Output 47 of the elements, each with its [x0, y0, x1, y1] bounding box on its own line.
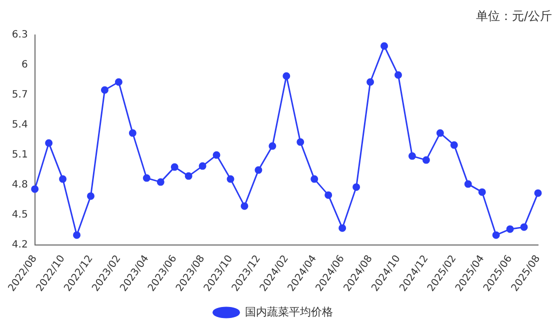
point	[156, 178, 164, 186]
y-tick-label: 5.7	[12, 90, 28, 101]
point	[436, 129, 444, 137]
point	[492, 231, 500, 239]
point	[394, 71, 402, 79]
point	[142, 174, 150, 182]
point	[240, 202, 248, 210]
y-tick-label: 4.5	[12, 210, 28, 221]
point	[226, 175, 234, 183]
y-tick-label: 6.3	[12, 30, 28, 41]
point	[366, 78, 374, 86]
point	[31, 185, 39, 193]
point	[100, 86, 108, 94]
point	[520, 223, 528, 231]
point	[478, 188, 486, 196]
point	[198, 162, 206, 170]
point	[114, 78, 122, 86]
point	[45, 139, 53, 147]
point	[254, 166, 262, 174]
point	[506, 225, 514, 233]
y-tick-label: 4.2	[12, 240, 28, 251]
y-tick-label: 6	[21, 60, 28, 71]
point	[464, 180, 472, 188]
point	[128, 129, 136, 137]
point	[170, 163, 178, 171]
point	[86, 192, 94, 200]
point	[310, 175, 318, 183]
point	[282, 72, 290, 80]
point	[408, 152, 416, 160]
point	[338, 224, 346, 232]
y-tick-label: 5.1	[12, 150, 28, 161]
y-axis-title: 单位：元/公斤	[474, 8, 552, 25]
point	[324, 191, 332, 199]
point	[450, 141, 458, 149]
point	[380, 42, 388, 50]
point	[59, 175, 67, 183]
point	[422, 156, 430, 164]
y-tick-label: 4.8	[12, 180, 28, 191]
point	[534, 189, 542, 197]
legend-label: 国内蔬菜平均价格	[244, 305, 333, 318]
point	[184, 172, 192, 180]
point	[268, 142, 276, 150]
point	[352, 183, 360, 191]
point	[212, 151, 220, 159]
point	[296, 138, 304, 146]
point	[73, 231, 81, 239]
y-tick-label: 5.4	[12, 120, 28, 131]
